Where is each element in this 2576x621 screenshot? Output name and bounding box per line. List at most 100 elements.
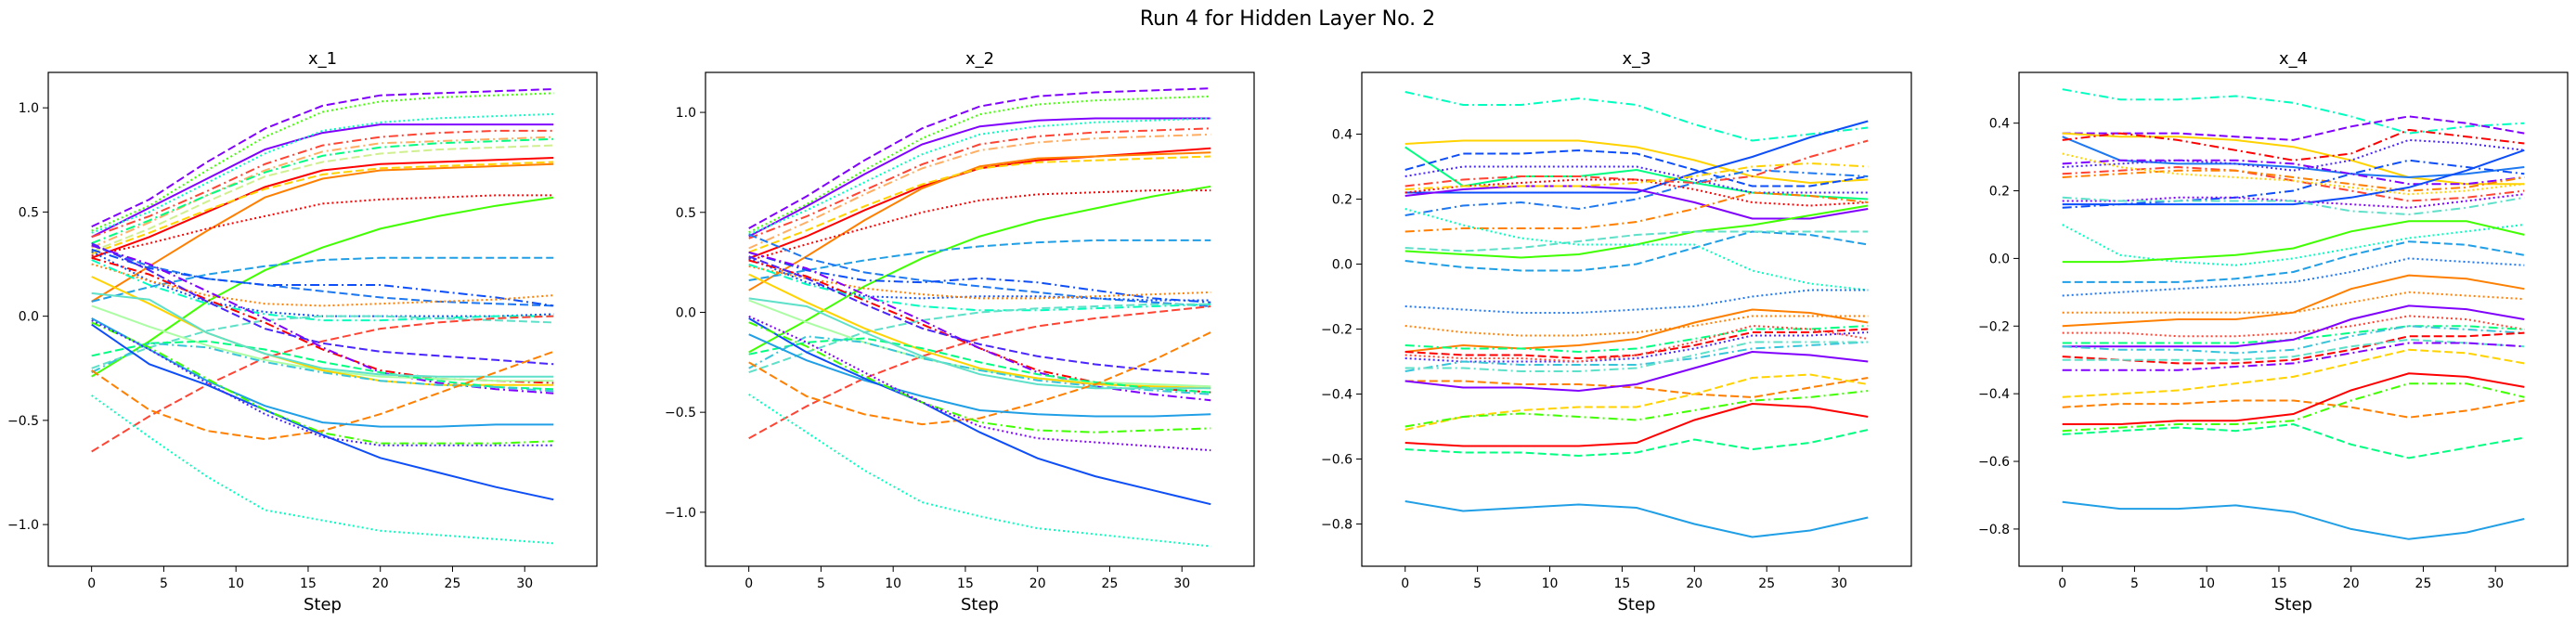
subplot-x_3: x_3 0 5 10 15 20 25 30 −0.8 −0.6 −0.4 −0.2 0.0 0.2 0.4… <box>1321 49 1912 615</box>
series-line <box>2062 136 2525 179</box>
series-line <box>748 297 1211 390</box>
x-tick-label: 20 <box>2343 576 2360 591</box>
series-line <box>2062 115 2525 141</box>
y-tick-label: −1.0 <box>7 518 39 533</box>
series-line <box>1405 377 1869 399</box>
series-group <box>748 87 1211 548</box>
series-line <box>748 337 1211 394</box>
series-line <box>1405 230 1869 272</box>
series-line <box>91 315 554 453</box>
series-line <box>748 185 1211 354</box>
series-line <box>2062 240 2525 283</box>
series-line <box>91 244 554 307</box>
series-line <box>91 194 554 257</box>
series-line <box>748 95 1211 234</box>
y-tick-label: −0.5 <box>665 406 696 420</box>
subplot-title: x_1 <box>308 49 337 69</box>
axes-frame <box>705 71 1255 567</box>
series-group <box>2062 88 2525 540</box>
series-line <box>1405 289 1869 314</box>
series-line <box>1405 139 1869 188</box>
series-line <box>91 92 554 232</box>
series-line <box>2062 304 2525 348</box>
series-line <box>91 321 554 445</box>
x-tick-label: 30 <box>2487 576 2504 591</box>
x-axis-label: Step <box>304 595 342 615</box>
series-line <box>2062 193 2525 209</box>
series-line <box>748 305 1211 440</box>
x-tick-label: 20 <box>1029 576 1046 591</box>
series-line <box>91 323 554 501</box>
series-line <box>91 317 554 428</box>
series-line <box>2062 128 2525 162</box>
series-line <box>748 117 1211 238</box>
y-tick-label: 1.0 <box>19 101 39 116</box>
x-tick-label: 15 <box>957 576 974 591</box>
y-tick-label: 0.5 <box>19 205 39 220</box>
y-tick-label: 1.0 <box>676 106 696 121</box>
series-line <box>1405 328 1869 360</box>
series-line <box>748 127 1211 239</box>
series-line <box>1405 191 1869 233</box>
series-line <box>91 263 554 307</box>
subplot-x_2: x_2 0 5 10 15 20 25 30 −1.0 −0.5 0.0 0.5 1.0 Step <box>665 49 1255 615</box>
y-tick-label: −1.0 <box>665 506 696 521</box>
axes-frame <box>47 71 598 567</box>
x-tick-label: 10 <box>227 576 244 591</box>
series-line <box>748 259 1211 394</box>
y-tick-label: −0.8 <box>1321 518 1353 533</box>
y-tick-label: −0.2 <box>1321 323 1353 338</box>
series-line <box>91 259 554 322</box>
series-line <box>91 342 554 393</box>
y-tick-label: −0.4 <box>1321 388 1353 403</box>
series-line <box>2062 149 2525 206</box>
series-line <box>2062 500 2525 540</box>
series-line <box>1405 168 1869 216</box>
series-line <box>1405 341 1869 372</box>
series-line <box>2062 422 2525 459</box>
subplot-x_1: x_1 0 5 10 15 20 25 30 −1.0 −0.5 0.0 0.5 1.0 Step <box>7 49 598 615</box>
y-tick-label: 0.4 <box>1332 128 1353 143</box>
series-line <box>91 256 554 384</box>
series-line <box>2062 372 2525 425</box>
series-line <box>748 151 1211 291</box>
figure-title: Run 4 for Hidden Layer No. 2 <box>1140 7 1435 31</box>
series-line <box>748 117 1211 236</box>
series-line <box>2062 274 2525 328</box>
y-tick-label: 0.0 <box>1332 258 1353 273</box>
series-line <box>2062 132 2525 186</box>
series-line <box>2062 399 2525 419</box>
y-tick-label: 0.4 <box>1989 117 2010 132</box>
x-tick-label: 25 <box>445 576 461 591</box>
series-line <box>1405 324 1869 363</box>
x-tick-label: 0 <box>1401 576 1409 591</box>
y-tick-label: −0.2 <box>1978 319 2010 334</box>
y-tick-label: 0.5 <box>676 206 696 221</box>
series-line <box>1405 204 1869 259</box>
series-line <box>1405 390 1869 428</box>
x-tick-label: 30 <box>1173 576 1190 591</box>
y-tick-label: 0.2 <box>1332 193 1353 208</box>
series-line <box>1405 149 1869 188</box>
series-line <box>748 87 1211 229</box>
series-line <box>2062 138 2525 172</box>
series-line <box>1405 208 1869 291</box>
series-line <box>91 157 554 259</box>
x-axis-label: Step <box>1618 595 1656 615</box>
series-line <box>2062 382 2525 433</box>
subplot-title: x_2 <box>965 49 994 69</box>
x-tick-label: 20 <box>1686 576 1702 591</box>
series-line <box>91 144 554 252</box>
series-line <box>1405 350 1869 393</box>
series-line <box>1405 373 1869 431</box>
series-line <box>1405 325 1869 354</box>
x-tick-label: 15 <box>1614 576 1631 591</box>
x-tick-label: 5 <box>1473 576 1482 591</box>
series-line <box>2062 220 2525 264</box>
series-line <box>2062 224 2525 266</box>
series-line <box>2062 325 2525 355</box>
series-line <box>748 303 1211 374</box>
axes-frame <box>2018 71 2569 567</box>
